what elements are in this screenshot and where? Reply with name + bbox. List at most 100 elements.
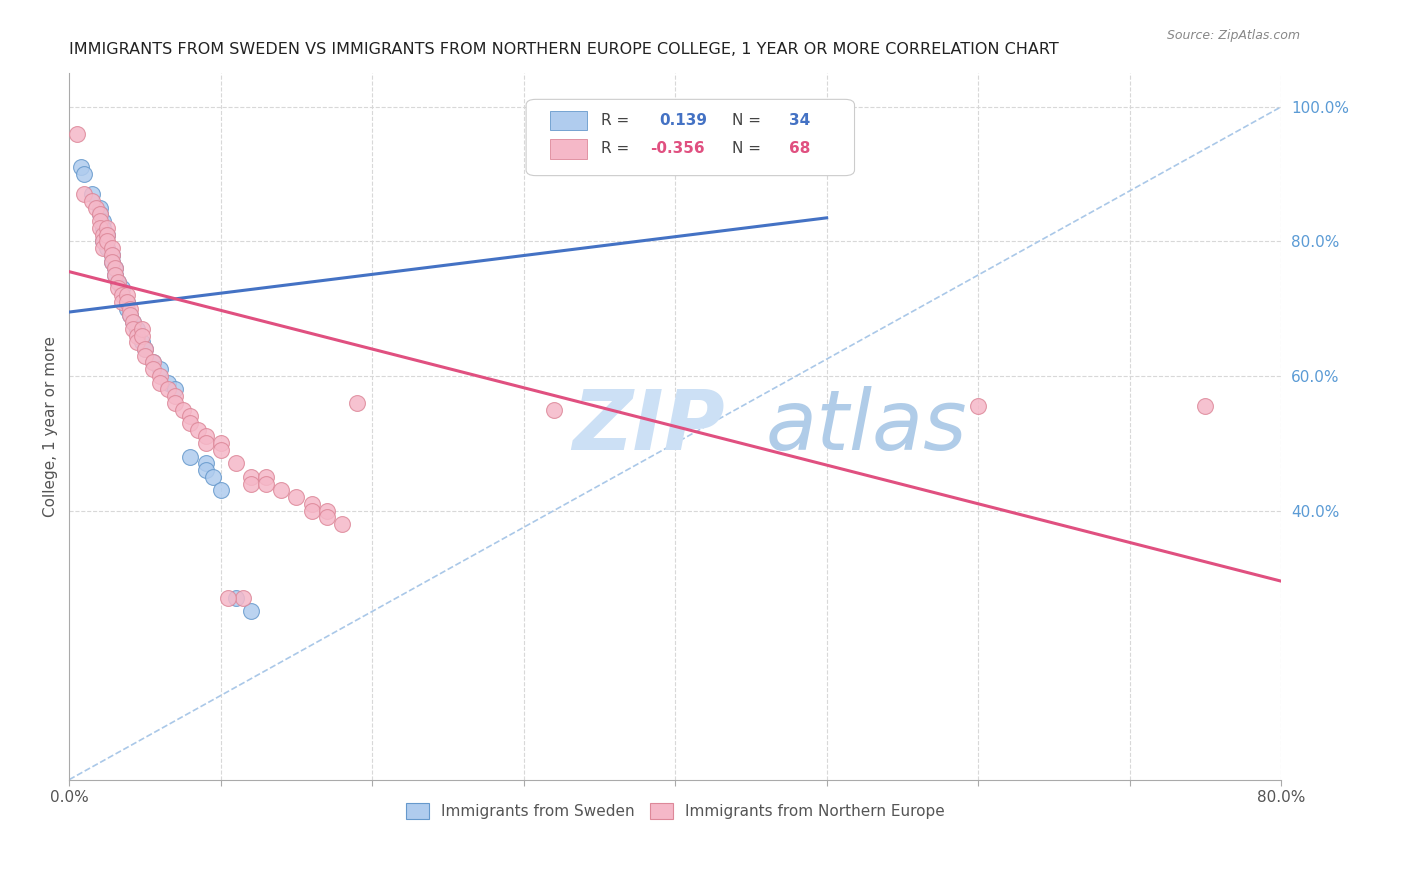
Point bbox=[202, 470, 225, 484]
Point bbox=[73, 167, 96, 181]
Point bbox=[70, 161, 93, 175]
Point bbox=[100, 248, 122, 262]
Point bbox=[209, 483, 232, 498]
Point bbox=[179, 409, 201, 424]
Point bbox=[89, 214, 111, 228]
Text: R =: R = bbox=[602, 141, 630, 156]
Point bbox=[107, 275, 129, 289]
Point bbox=[127, 335, 149, 350]
Point bbox=[96, 227, 118, 242]
Point bbox=[225, 591, 247, 605]
Point bbox=[89, 207, 111, 221]
Point bbox=[141, 355, 163, 369]
Point bbox=[100, 241, 122, 255]
Point bbox=[315, 503, 337, 517]
Point bbox=[121, 315, 143, 329]
Y-axis label: College, 1 year or more: College, 1 year or more bbox=[44, 336, 58, 516]
Point bbox=[149, 368, 172, 383]
Point bbox=[254, 470, 277, 484]
Point bbox=[104, 268, 127, 282]
Point bbox=[543, 402, 565, 417]
Point bbox=[91, 214, 114, 228]
Point bbox=[156, 383, 179, 397]
Point bbox=[156, 376, 179, 390]
Text: atlas: atlas bbox=[766, 386, 967, 467]
Text: N =: N = bbox=[733, 141, 761, 156]
Point bbox=[121, 315, 143, 329]
Point bbox=[89, 207, 111, 221]
Point bbox=[165, 383, 187, 397]
Point bbox=[346, 396, 368, 410]
Text: R =: R = bbox=[602, 113, 630, 128]
FancyBboxPatch shape bbox=[550, 139, 586, 159]
Point bbox=[91, 235, 114, 249]
Point bbox=[134, 342, 156, 356]
Point bbox=[967, 399, 990, 413]
Point bbox=[225, 457, 247, 471]
Point bbox=[115, 301, 138, 316]
Point bbox=[315, 510, 337, 524]
Point bbox=[127, 328, 149, 343]
Point bbox=[254, 476, 277, 491]
Point bbox=[115, 295, 138, 310]
Point bbox=[100, 248, 122, 262]
Point bbox=[131, 322, 153, 336]
Point bbox=[118, 309, 141, 323]
Point bbox=[91, 235, 114, 249]
Point bbox=[73, 187, 96, 202]
Point bbox=[141, 362, 163, 376]
Point bbox=[179, 416, 201, 430]
Point bbox=[301, 497, 323, 511]
Point bbox=[134, 342, 156, 356]
Point bbox=[172, 402, 194, 417]
Text: -0.356: -0.356 bbox=[650, 141, 704, 156]
Text: Source: ZipAtlas.com: Source: ZipAtlas.com bbox=[1167, 29, 1301, 42]
Point bbox=[149, 376, 172, 390]
Text: N =: N = bbox=[733, 113, 761, 128]
Point bbox=[100, 254, 122, 268]
Point bbox=[91, 241, 114, 255]
Point bbox=[131, 328, 153, 343]
Point bbox=[217, 591, 239, 605]
Point bbox=[111, 281, 134, 295]
Point bbox=[115, 295, 138, 310]
Point bbox=[330, 516, 353, 531]
Point bbox=[134, 349, 156, 363]
Point bbox=[209, 442, 232, 457]
Text: ZIP: ZIP bbox=[572, 386, 724, 467]
Point bbox=[232, 591, 254, 605]
Point bbox=[301, 503, 323, 517]
Point bbox=[96, 241, 118, 255]
Point bbox=[96, 235, 118, 249]
Point bbox=[1194, 399, 1216, 413]
Point bbox=[127, 322, 149, 336]
Point bbox=[111, 288, 134, 302]
FancyBboxPatch shape bbox=[526, 99, 855, 176]
Point bbox=[194, 429, 217, 443]
Point bbox=[240, 604, 263, 618]
Point bbox=[100, 254, 122, 268]
Point bbox=[104, 261, 127, 276]
Point bbox=[89, 201, 111, 215]
Point bbox=[285, 490, 308, 504]
Point bbox=[104, 268, 127, 282]
Point bbox=[194, 457, 217, 471]
Point bbox=[111, 295, 134, 310]
Point bbox=[118, 309, 141, 323]
Text: IMMIGRANTS FROM SWEDEN VS IMMIGRANTS FROM NORTHERN EUROPE COLLEGE, 1 YEAR OR MOR: IMMIGRANTS FROM SWEDEN VS IMMIGRANTS FRO… bbox=[69, 42, 1059, 57]
Point bbox=[187, 423, 209, 437]
Point bbox=[141, 355, 163, 369]
Point bbox=[96, 221, 118, 235]
Point bbox=[107, 281, 129, 295]
Text: 34: 34 bbox=[789, 113, 810, 128]
Point bbox=[91, 221, 114, 235]
Point bbox=[66, 127, 89, 141]
Point bbox=[91, 227, 114, 242]
Point bbox=[104, 261, 127, 276]
Point bbox=[165, 396, 187, 410]
Point bbox=[131, 335, 153, 350]
FancyBboxPatch shape bbox=[550, 111, 586, 130]
Legend: Immigrants from Sweden, Immigrants from Northern Europe: Immigrants from Sweden, Immigrants from … bbox=[399, 797, 950, 825]
Text: 68: 68 bbox=[789, 141, 810, 156]
Point bbox=[165, 389, 187, 403]
